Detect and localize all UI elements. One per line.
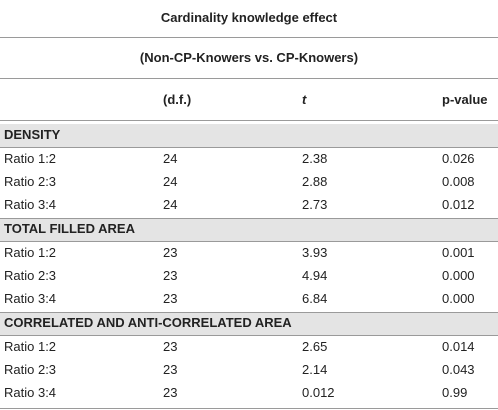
row-label: Ratio 1:2 xyxy=(4,339,57,354)
cell: 2.88 xyxy=(302,174,328,189)
cell: 0.026 xyxy=(442,151,475,166)
cell: 23 xyxy=(163,339,178,354)
cell: 2.73 xyxy=(302,197,328,212)
row-label: Ratio 3:4 xyxy=(4,197,57,212)
section-title: CORRELATED AND ANTI-CORRELATED AREA xyxy=(4,315,292,330)
cell: 0.001 xyxy=(442,245,475,260)
row-label: Ratio 2:3 xyxy=(4,174,57,189)
cell: 24 xyxy=(163,197,178,212)
subtitle: (Non-CP-Knowers vs. CP-Knowers) xyxy=(139,50,359,65)
cell: 4.94 xyxy=(302,268,328,283)
row-label: Ratio 1:2 xyxy=(4,151,57,166)
cell: 0.012 xyxy=(442,197,475,212)
row-label: Ratio 3:4 xyxy=(4,385,57,400)
cell: 23 xyxy=(163,385,178,400)
cell: 23 xyxy=(163,268,178,283)
cell: 0.000 xyxy=(442,291,475,306)
row-label: Ratio 3:4 xyxy=(4,291,57,306)
cell: 24 xyxy=(163,151,178,166)
cell: 0.012 xyxy=(302,385,335,400)
rule xyxy=(0,147,498,148)
rule xyxy=(0,335,498,336)
cell: 6.84 xyxy=(302,291,328,306)
cell: 0.99 xyxy=(442,385,468,400)
column-header: p-value xyxy=(442,92,488,107)
cell: 23 xyxy=(163,245,178,260)
rule xyxy=(0,312,498,313)
rule xyxy=(0,408,498,409)
rule xyxy=(0,218,498,219)
section-title: TOTAL FILLED AREA xyxy=(4,221,135,236)
rule xyxy=(0,37,498,38)
cell: 23 xyxy=(163,362,178,377)
row-label: Ratio 1:2 xyxy=(4,245,57,260)
section-band xyxy=(0,124,498,147)
cell: 23 xyxy=(163,291,178,306)
rule xyxy=(0,120,498,121)
row-label: Ratio 2:3 xyxy=(4,268,57,283)
rule xyxy=(0,241,498,242)
section-band xyxy=(0,312,498,335)
rule xyxy=(0,78,498,79)
cell: 24 xyxy=(163,174,178,189)
section-title: DENSITY xyxy=(4,127,61,142)
row-label: Ratio 2:3 xyxy=(4,362,57,377)
title: Cardinality knowledge effect xyxy=(160,10,338,25)
cell: 0.014 xyxy=(442,339,475,354)
cell: 0.008 xyxy=(442,174,475,189)
section-band xyxy=(0,218,498,241)
cell: 2.65 xyxy=(302,339,328,354)
cell: 0.043 xyxy=(442,362,475,377)
cell: 0.000 xyxy=(442,268,475,283)
cell: 3.93 xyxy=(302,245,328,260)
cell: 2.38 xyxy=(302,151,328,166)
column-header: t xyxy=(302,92,307,107)
column-header: (d.f.) xyxy=(163,92,192,107)
cell: 2.14 xyxy=(302,362,328,377)
